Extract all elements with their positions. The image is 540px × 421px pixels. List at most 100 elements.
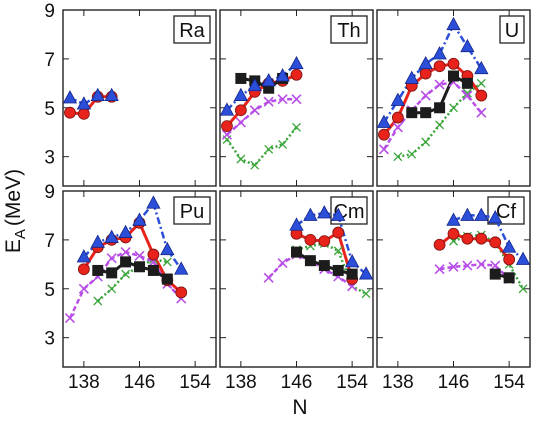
point-circle bbox=[447, 57, 460, 70]
x-tick-label: 138 bbox=[382, 372, 414, 393]
point-plus bbox=[107, 284, 117, 294]
point-cross bbox=[235, 117, 246, 128]
x-tick-label: 146 bbox=[124, 372, 156, 393]
point-square bbox=[263, 82, 275, 94]
point-cross bbox=[64, 313, 76, 324]
point-triangle bbox=[390, 92, 406, 106]
point-cross bbox=[134, 250, 145, 261]
point-circle bbox=[489, 236, 502, 249]
point-cross bbox=[249, 105, 260, 116]
point-triangle bbox=[289, 55, 304, 70]
point-circle bbox=[475, 232, 488, 245]
point-triangle bbox=[358, 266, 374, 280]
point-circle bbox=[332, 226, 345, 239]
point-circle bbox=[77, 107, 90, 120]
y-tick-label: 5 bbox=[44, 99, 55, 120]
point-square bbox=[147, 264, 159, 276]
point-cross bbox=[291, 94, 302, 105]
point-triangle bbox=[289, 217, 304, 231]
point-cross bbox=[462, 90, 473, 101]
point-triangle bbox=[432, 46, 447, 60]
point-triangle bbox=[418, 55, 433, 70]
point-plus bbox=[518, 284, 528, 294]
point-plus bbox=[361, 289, 371, 299]
point-circle bbox=[64, 106, 76, 119]
point-cross bbox=[462, 260, 473, 271]
point-triangle bbox=[460, 207, 475, 221]
point-triangle bbox=[76, 249, 92, 263]
point-square bbox=[235, 72, 247, 84]
point-triangle bbox=[104, 229, 119, 243]
y-axis-title-main: E bbox=[2, 239, 25, 253]
point-square bbox=[503, 272, 515, 284]
point-triangle bbox=[344, 254, 360, 268]
point-plus bbox=[278, 139, 288, 149]
panel-label: Ra bbox=[179, 20, 205, 42]
point-plus bbox=[393, 152, 403, 162]
point-plus bbox=[162, 257, 172, 267]
point-triangle bbox=[460, 38, 475, 53]
point-square bbox=[406, 107, 418, 119]
point-triangle bbox=[90, 234, 105, 248]
series-line-square bbox=[240, 76, 284, 90]
point-triangle bbox=[515, 251, 531, 265]
point-square bbox=[92, 264, 104, 276]
point-triangle bbox=[317, 205, 332, 219]
point-square bbox=[291, 246, 302, 258]
point-square bbox=[332, 264, 344, 276]
point-triangle bbox=[247, 77, 262, 92]
panel-label-box bbox=[173, 196, 211, 225]
y-axis-title-sub: A bbox=[12, 229, 29, 239]
point-circle bbox=[433, 238, 446, 251]
x-tick-label: 154 bbox=[179, 372, 211, 393]
series-line-triangle bbox=[82, 200, 183, 270]
point-square bbox=[489, 268, 501, 280]
point-plus bbox=[121, 269, 131, 279]
point-plus bbox=[435, 120, 445, 130]
point-triangle bbox=[376, 114, 392, 128]
point-circle bbox=[234, 104, 247, 117]
point-cross bbox=[448, 261, 459, 272]
point-triangle bbox=[303, 207, 318, 221]
point-circle bbox=[77, 263, 90, 276]
point-triangle bbox=[261, 73, 276, 87]
point-plus bbox=[462, 88, 472, 98]
panel-pu: 138 146 154 3 5 7 9 Pu bbox=[44, 182, 217, 393]
panel-label-box bbox=[173, 15, 211, 44]
point-plus bbox=[264, 144, 274, 154]
point-plus bbox=[449, 103, 458, 113]
point-triangle bbox=[118, 224, 133, 238]
point-circle bbox=[447, 227, 460, 240]
point-triangle bbox=[62, 90, 78, 104]
point-plus bbox=[250, 160, 260, 170]
axis-text-layer: N EA (MeV) bbox=[2, 169, 308, 419]
panel-label-box bbox=[499, 15, 525, 44]
panel-ra: 3 5 7 9 Ra bbox=[44, 1, 217, 187]
point-triangle bbox=[174, 261, 189, 275]
x-tick-label: 154 bbox=[336, 372, 368, 393]
point-triangle bbox=[275, 68, 290, 82]
x-tick-label: 146 bbox=[438, 372, 470, 393]
point-triangle bbox=[474, 207, 489, 221]
point-circle bbox=[221, 120, 233, 133]
y-tick-label: 5 bbox=[44, 280, 55, 301]
point-triangle bbox=[146, 195, 161, 209]
point-square bbox=[106, 267, 118, 279]
point-plus bbox=[292, 122, 301, 132]
point-triangle bbox=[331, 207, 346, 221]
series-line-plus bbox=[453, 233, 525, 290]
point-cross bbox=[263, 96, 274, 107]
series-line-plus bbox=[225, 126, 298, 167]
panel-label: Th bbox=[337, 20, 360, 42]
point-cross bbox=[277, 94, 288, 105]
point-square bbox=[318, 260, 330, 272]
series-line-triangle bbox=[382, 22, 483, 124]
panel-label: Cf bbox=[496, 201, 516, 223]
point-cross bbox=[378, 144, 390, 155]
y-tick-label: 3 bbox=[44, 329, 55, 350]
point-cross bbox=[434, 79, 445, 90]
point-triangle bbox=[233, 87, 249, 101]
point-triangle bbox=[446, 212, 461, 226]
